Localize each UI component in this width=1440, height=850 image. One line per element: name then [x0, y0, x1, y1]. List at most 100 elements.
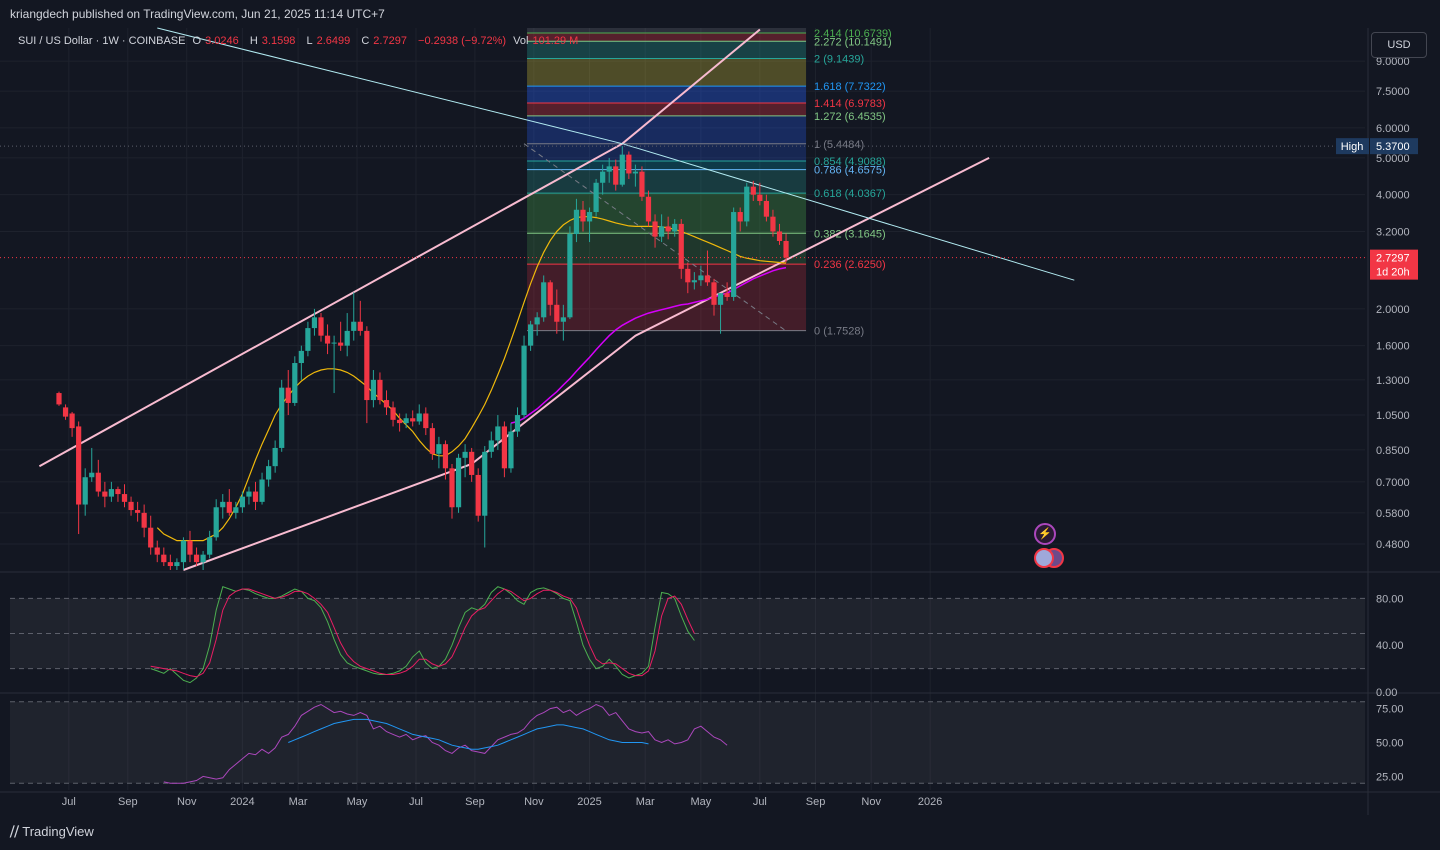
candle-body — [534, 317, 540, 325]
x-tick-label: Nov — [861, 796, 881, 808]
tradingview-logo[interactable]: ⧸⧸ TradingView — [10, 824, 94, 839]
candle-body — [200, 554, 206, 563]
candle-body — [514, 415, 521, 432]
candle-body — [305, 328, 311, 351]
candle-body — [770, 216, 776, 232]
candle-body — [619, 154, 625, 185]
candle-body — [62, 407, 69, 417]
candle-body — [272, 447, 278, 467]
descending-trendline — [157, 27, 1075, 281]
symbol-legend[interactable]: SUI / US Dollar · 1W · COINBASE O 3.0246 … — [18, 35, 586, 47]
candle-body — [318, 317, 324, 336]
currency-button[interactable]: USD — [1371, 32, 1427, 58]
candle-body — [154, 547, 160, 555]
candle-body — [115, 489, 121, 495]
candle-body — [632, 171, 638, 174]
candle-body — [69, 413, 75, 429]
candle-body — [547, 282, 553, 305]
y-tick-label: 1.0500 — [1376, 410, 1410, 422]
candle-body — [750, 186, 756, 195]
fib-zone — [527, 233, 807, 265]
x-tick-label: Nov — [177, 796, 197, 808]
candle-body — [645, 196, 652, 222]
candle-body — [475, 474, 481, 516]
candle-body — [495, 426, 501, 441]
x-tick-label: 2024 — [230, 796, 254, 808]
candle-timer-label: 1d 20h — [1376, 267, 1410, 279]
y-tick-label: 0.8500 — [1376, 445, 1410, 457]
fib-level-label: 0.854 (4.9088) — [814, 156, 886, 168]
x-tick-label: Sep — [118, 796, 138, 808]
candle-body — [82, 477, 88, 505]
fib-level-label: 0 (1.7528) — [814, 326, 864, 338]
fib-level-label: 0.382 (3.1645) — [814, 228, 886, 240]
candle-body — [128, 501, 134, 511]
candle-body — [685, 268, 691, 283]
candle-body — [776, 231, 783, 241]
candle-body — [606, 166, 612, 172]
rsi-tick-label: 75.00 — [1376, 704, 1404, 716]
candle-body — [207, 537, 213, 555]
candle-body — [698, 275, 704, 281]
candle-body — [508, 431, 514, 469]
x-tick-label: Mar — [289, 796, 308, 808]
candle-body — [357, 321, 363, 331]
price-chart[interactable]: 0 (1.7528) 0.236 (2.6250) 0.382 (3.1645) 0.… — [0, 0, 1440, 815]
candle-body — [383, 400, 390, 408]
stoch-d-line — [150, 588, 695, 678]
channel-lower-line — [183, 157, 990, 571]
candle-body — [600, 171, 606, 183]
x-tick-label: 2025 — [577, 796, 601, 808]
fib-level-label: 0.786 (4.6575) — [814, 165, 886, 177]
ohlc-low: L 2.6499 — [306, 35, 351, 47]
candle-body — [252, 491, 259, 502]
candle-body — [370, 379, 376, 401]
x-tick-label: 2026 — [918, 796, 942, 808]
ohlc-change: −0.2938 (−9.72%) — [418, 35, 507, 47]
high-value-label: 5.3700 — [1376, 141, 1410, 153]
fib-zone — [527, 160, 807, 170]
candle-body — [108, 489, 114, 497]
candle-body — [672, 223, 678, 232]
y-tick-label: 0.5800 — [1376, 508, 1410, 520]
candle-body — [135, 510, 141, 513]
fib-zone — [527, 58, 807, 87]
candle-body — [580, 209, 586, 222]
rsi-band — [10, 701, 1365, 784]
candle-body — [338, 342, 344, 346]
y-tick-label: 5.0000 — [1376, 153, 1410, 165]
candle-body — [659, 226, 665, 237]
fib-zone — [527, 143, 807, 161]
candle-body — [704, 275, 711, 283]
candle-body — [744, 186, 750, 222]
x-tick-label: Mar — [636, 796, 655, 808]
y-tick-label: 6.0000 — [1376, 123, 1410, 135]
fib-zone — [527, 32, 807, 42]
footer-bar — [0, 815, 1440, 850]
candle-body — [364, 330, 370, 401]
candle-body — [593, 182, 599, 213]
candle-body — [462, 451, 468, 458]
candle-body — [449, 468, 455, 508]
candle-body — [331, 342, 337, 344]
candle-body — [678, 223, 684, 269]
x-tick-label: May — [691, 796, 712, 808]
candle-body — [324, 335, 331, 344]
candle-body — [639, 171, 645, 197]
candle-body — [220, 501, 226, 508]
y-tick-label: 2.0000 — [1376, 304, 1410, 316]
high-tag — [1336, 138, 1369, 155]
candle-body — [586, 212, 593, 222]
stoch-tick-label: 0.00 — [1376, 687, 1397, 699]
ohlc-close: C 2.7297 — [361, 35, 407, 47]
candle-body — [554, 304, 560, 322]
lightning-event-icon[interactable]: ⚡ — [1034, 523, 1056, 545]
candle-body — [298, 350, 304, 364]
candle-body — [541, 282, 547, 318]
candle-body — [528, 324, 534, 346]
fib-zone — [527, 115, 807, 144]
candle-body — [161, 554, 167, 563]
us-flag-event-icon-2[interactable] — [1034, 548, 1054, 568]
fib-zone — [527, 86, 807, 103]
x-tick-label: May — [347, 796, 368, 808]
